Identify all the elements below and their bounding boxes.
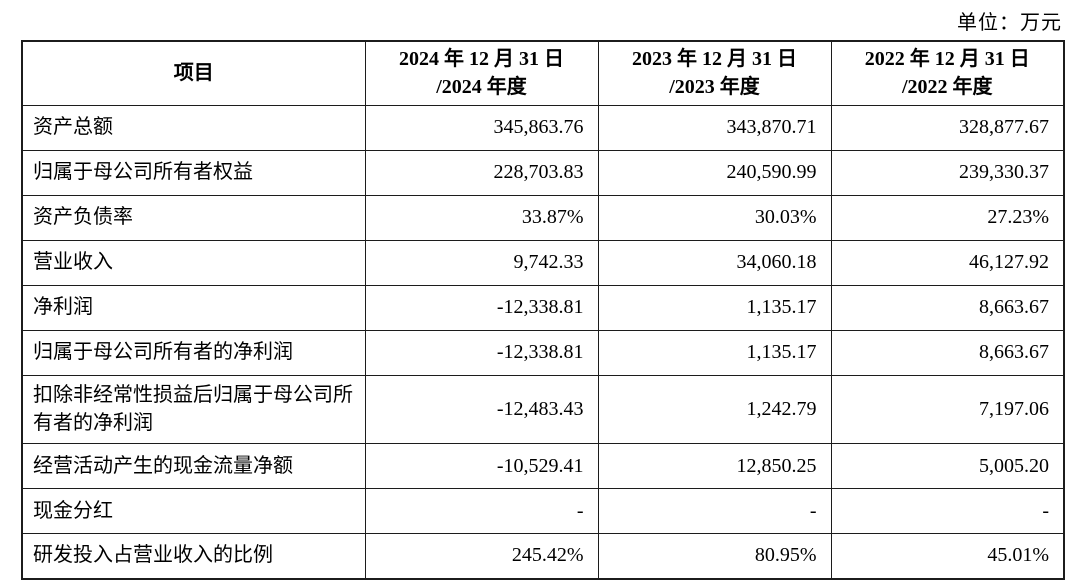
- row-label: 研发投入占营业收入的比例: [21, 533, 366, 580]
- value-cell: 5,005.20: [830, 443, 1065, 490]
- table-row: 扣除非经常性损益后归属于母公司所有者的净利润 -12,483.43 1,242.79…: [21, 375, 1065, 445]
- value-cell: 80.95%: [597, 533, 832, 580]
- value-cell: -: [364, 488, 599, 535]
- value-cell: 33.87%: [364, 195, 599, 242]
- table-row: 营业收入 9,742.33 34,060.18 46,127.92: [21, 240, 1065, 287]
- column-header-2023-date: 2023 年 12 月 31 日: [632, 48, 797, 70]
- table-row: 现金分红 - - -: [21, 488, 1065, 535]
- value-cell: 8,663.67: [830, 330, 1065, 377]
- header-row: 项目 2024 年 12 月 31 日 /2024 年度 2023 年 12 月…: [21, 40, 1065, 107]
- row-label: 扣除非经常性损益后归属于母公司所有者的净利润: [21, 375, 366, 445]
- row-label: 资产负债率: [21, 195, 366, 242]
- value-cell: 7,197.06: [830, 375, 1065, 445]
- table-row: 经营活动产生的现金流量净额 -10,529.41 12,850.25 5,005.20: [21, 443, 1065, 490]
- value-cell: 239,330.37: [830, 150, 1065, 197]
- column-header-item-label: 项目: [173, 61, 214, 84]
- column-header-2024-period: /2024 年度: [436, 75, 527, 98]
- value-cell: 245.42%: [364, 533, 599, 580]
- value-cell: -10,529.41: [364, 443, 599, 490]
- column-header-2022-period: /2022 年度: [901, 75, 993, 98]
- column-header-2024-date: 2024 年 12 月 31 日: [399, 48, 564, 70]
- column-header-2022: 2022 年 12 月 31 日 /2022 年度: [830, 40, 1065, 107]
- column-header-2023: 2023 年 12 月 31 日 /2023 年度: [597, 40, 832, 107]
- value-cell: 228,703.83: [364, 150, 599, 197]
- value-cell: -: [830, 488, 1065, 535]
- value-cell: -12,338.81: [364, 330, 599, 377]
- table-body: 资产总额 345,863.76 343,870.71 328,877.67 归属于母公司…: [21, 105, 1065, 580]
- value-cell: 30.03%: [597, 195, 832, 242]
- column-header-2022-date: 2022 年 12 月 31 日: [864, 48, 1030, 70]
- value-cell: 9,742.33: [364, 240, 599, 287]
- financial-summary-table: 项目 2024 年 12 月 31 日 /2024 年度 2023 年 12 月…: [21, 40, 1065, 580]
- value-cell: -: [597, 488, 832, 535]
- row-label: 归属于母公司所有者的净利润: [21, 330, 366, 377]
- table-row: 归属于母公司所有者的净利润 -12,338.81 1,135.17 8,663.67: [21, 330, 1065, 377]
- column-header-2023-period: /2023 年度: [669, 75, 760, 98]
- table-header: 项目 2024 年 12 月 31 日 /2024 年度 2023 年 12 月…: [21, 40, 1065, 107]
- value-cell: -12,338.81: [364, 285, 599, 332]
- value-cell: 345,863.76: [364, 105, 599, 152]
- row-label: 资产总额: [21, 105, 366, 152]
- value-cell: 45.01%: [830, 533, 1065, 580]
- value-cell: 8,663.67: [830, 285, 1065, 332]
- value-cell: 1,135.17: [597, 330, 832, 377]
- row-label: 归属于母公司所有者权益: [21, 150, 366, 197]
- value-cell: 12,850.25: [597, 443, 832, 490]
- row-label: 经营活动产生的现金流量净额: [21, 443, 366, 490]
- table-row: 归属于母公司所有者权益 228,703.83 240,590.99 239,330.3…: [21, 150, 1065, 197]
- row-label: 净利润: [21, 285, 366, 332]
- value-cell: 1,135.17: [597, 285, 832, 332]
- unit-label: 单位：万元: [957, 12, 1062, 34]
- table-row: 资产总额 345,863.76 343,870.71 328,877.67: [21, 105, 1065, 152]
- value-cell: 240,590.99: [597, 150, 832, 197]
- row-label: 营业收入: [21, 240, 366, 287]
- value-cell: 343,870.71: [597, 105, 832, 152]
- value-cell: 34,060.18: [597, 240, 832, 287]
- column-header-item: 项目: [21, 40, 366, 107]
- value-cell: 27.23%: [830, 195, 1065, 242]
- value-cell: -12,483.43: [364, 375, 599, 445]
- table-row: 研发投入占营业收入的比例 245.42% 80.95% 45.01%: [21, 533, 1065, 580]
- value-cell: 328,877.67: [830, 105, 1065, 152]
- value-cell: 46,127.92: [830, 240, 1065, 287]
- table-row: 资产负债率 33.87% 30.03% 27.23%: [21, 195, 1065, 242]
- column-header-2024: 2024 年 12 月 31 日 /2024 年度: [364, 40, 599, 107]
- row-label: 现金分红: [21, 488, 366, 535]
- table-row: 净利润 -12,338.81 1,135.17 8,663.67: [21, 285, 1065, 332]
- value-cell: 1,242.79: [597, 375, 832, 445]
